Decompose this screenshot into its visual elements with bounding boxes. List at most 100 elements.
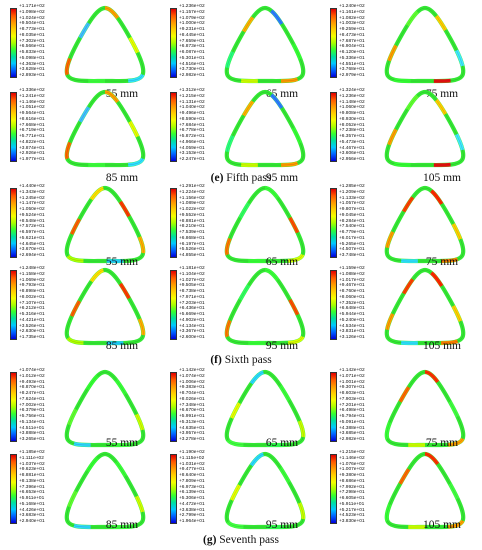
section-letter: (f) — [210, 354, 222, 366]
contour-tick-label: +2.694e+01 — [19, 254, 65, 259]
contour-tick-label: +8.473e+01 — [339, 34, 385, 39]
contour-legend-bar — [330, 454, 337, 524]
section-letter: (g) — [203, 534, 216, 546]
contour-tick-label: +1.157e+02 — [179, 11, 225, 16]
triangle-contour — [382, 266, 468, 346]
contour-legend-bar — [330, 270, 337, 340]
contour-legend-ticks: +1.185e+02 +1.111e+02 +1.037e+02 +9.623e+01… — [19, 451, 65, 525]
contour-tick-label: +8.930e+01 — [339, 118, 385, 123]
panel-f-75: +1.285e+02 +1.209e+02 +1.133e+02 +1.057e+02… — [324, 184, 474, 264]
contour-tick-label: +5.240e+01 — [339, 319, 385, 324]
contour-tick-label: +1.111e+02 — [19, 457, 65, 462]
contour-tick-label: +1.146e+02 — [339, 457, 385, 462]
contour-tick-label: +5.621e+01 — [19, 237, 65, 242]
contour-tick-label: +1.224e+02 — [179, 191, 225, 196]
contour-tick-label: +5.336e+01 — [339, 57, 385, 62]
contour-tick-label: +7.971e+01 — [179, 296, 225, 301]
contour-tick-label: +1.098e+02 — [19, 11, 65, 16]
contour-tick-label: +2.979e+01 — [339, 74, 385, 79]
contour-ring — [387, 188, 464, 261]
contour-ring — [387, 270, 464, 343]
triangle-contour — [62, 450, 148, 530]
contour-tick-label: +4.421e+01 — [19, 319, 65, 324]
contour-tick-label: +2.600e+01 — [179, 336, 225, 341]
contour-ring — [67, 372, 144, 445]
contour-tick-label: +1.074e+02 — [179, 375, 225, 380]
contour-tick-label: +1.977e+01 — [19, 158, 65, 163]
contour-legend-ticks: +1.291e+02 +1.224e+02 +1.156e+02 +1.089e+02… — [179, 185, 225, 259]
contour-tick-label: +1.071e+02 — [339, 375, 385, 380]
triangle-contour — [222, 450, 308, 530]
contour-tick-label: +1.964e+01 — [179, 520, 225, 525]
section-title: Seventh pass — [219, 534, 279, 546]
contour-legend-bar — [170, 188, 177, 258]
section-caption-f: (f) Sixth pass — [0, 354, 482, 366]
triangle-contour — [222, 184, 308, 264]
panel-e-105: +1.324e+02 +1.236e+02 +1.148e+02 +1.060e+02… — [324, 88, 474, 168]
contour-tick-label: +7.903e+01 — [339, 398, 385, 403]
contour-tick-label: +5.091e+01 — [339, 421, 385, 426]
contour-tick-label: +8.026e+01 — [179, 398, 225, 403]
contour-tick-label: +2.956e+01 — [339, 158, 385, 163]
contour-ring — [387, 8, 464, 81]
panel-label: 85 mm — [92, 340, 152, 352]
section-title: Fifth pass — [226, 172, 271, 184]
contour-legend-bar — [330, 92, 337, 162]
contour-legend-bar — [170, 454, 177, 524]
contour-tick-label: +1.209e+02 — [339, 191, 385, 196]
contour-tick-label: +2.247e+01 — [179, 158, 225, 163]
contour-tick-label: +2.982e+01 — [339, 438, 385, 443]
contour-legend-bar — [10, 92, 17, 162]
contour-tick-label: +2.940e+01 — [19, 520, 65, 525]
contour-tick-label: +5.301e+01 — [179, 57, 225, 62]
contour-tick-label: +3.126e+01 — [339, 336, 385, 341]
triangle-contour — [62, 184, 148, 264]
panel-label: 95 mm — [252, 340, 312, 352]
contour-tick-label: +1.241e+02 — [19, 95, 65, 100]
contour-tick-label: +4.855e+01 — [179, 254, 225, 259]
panel-f-85: +1.248e+02 +1.158e+02 +1.069e+02 +9.793e+01… — [4, 266, 154, 346]
panel-g-75: +1.142e+02 +1.071e+02 +1.001e+02 +9.307e+01… — [324, 368, 474, 448]
contour-legend-bar — [10, 8, 17, 78]
panel-e-85: +1.336e+02 +1.241e+02 +1.146e+02 +1.051e+02… — [4, 88, 154, 168]
panel-e-55: +1.171e+02 +1.098e+02 +1.024e+02 +9.504e+01… — [4, 4, 154, 84]
contour-legend-bar — [10, 372, 17, 442]
triangle-contour — [382, 368, 468, 448]
panel-label: 85 mm — [92, 519, 152, 531]
contour-legend-ticks: +1.142e+02 +1.071e+02 +1.001e+02 +9.307e+01… — [339, 369, 385, 443]
section-caption-g: (g) Seventh pass — [0, 534, 482, 546]
contour-legend-ticks: +1.159e+02 +1.088e+02 +1.017e+02 +9.467e+01… — [339, 267, 385, 341]
panel-f-65: +1.291e+02 +1.224e+02 +1.156e+02 +1.089e+02… — [164, 184, 314, 264]
triangle-contour — [222, 368, 308, 448]
contour-tick-label: +7.624e+01 — [19, 398, 65, 403]
contour-legend-bar — [170, 8, 177, 78]
contour-ring — [67, 454, 144, 527]
panel-label: 105 mm — [412, 519, 472, 531]
contour-tick-label: +1.215e+02 — [179, 95, 225, 100]
contour-tick-label: +2.982e+01 — [179, 74, 225, 79]
contour-legend-ticks: +1.336e+02 +1.241e+02 +1.146e+02 +1.051e+02… — [19, 89, 65, 163]
contour-tick-label: +5.168e+01 — [19, 503, 65, 508]
contour-legend-ticks: +1.324e+02 +1.236e+02 +1.148e+02 +1.060e+02… — [339, 89, 385, 163]
triangle-contour — [222, 88, 308, 168]
contour-tick-label: +5.313e+01 — [179, 421, 225, 426]
panel-g-55: +1.074e+02 +1.012e+02 +9.493e+01 +8.870e+01… — [4, 368, 154, 448]
panel-e-75: +1.240e+02 +1.161e+02 +1.082e+02 +1.003e+02… — [324, 4, 474, 84]
contour-tick-label: +5.134e+01 — [19, 421, 65, 426]
triangle-contour — [382, 450, 468, 530]
contour-tick-label: +3.830e+01 — [339, 520, 385, 525]
contour-tick-label: +8.616e+01 — [19, 118, 65, 123]
contour-tick-label: +1.088e+02 — [339, 273, 385, 278]
contour-legend-bar — [330, 188, 337, 258]
contour-legend-bar — [170, 92, 177, 162]
contour-tick-label: +5.911e+01 — [339, 503, 385, 508]
contour-tick-label: +1.236e+02 — [339, 95, 385, 100]
contour-tick-label: +8.002e+01 — [19, 296, 65, 301]
contour-tick-label: +8.445e+01 — [179, 34, 225, 39]
contour-tick-label: +1.158e+02 — [19, 273, 65, 278]
triangle-contour — [62, 4, 148, 84]
panel-e-65: +1.236e+02 +1.157e+02 +1.079e+02 +1.000e+02… — [164, 4, 314, 84]
contour-tick-label: +9.045e+01 — [339, 214, 385, 219]
contour-tick-label: +1.735e+01 — [19, 336, 65, 341]
panel-g-105: +1.215e+02 +1.146e+02 +1.076e+02 +1.007e+02… — [324, 450, 474, 530]
